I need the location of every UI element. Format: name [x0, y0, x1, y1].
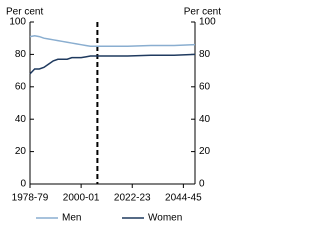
- y-axis-label-right: Per cent: [184, 7, 221, 18]
- x-tick-label: 1978-79: [12, 193, 49, 204]
- y-tick-label: 60: [15, 81, 27, 92]
- legend-label: Women: [148, 213, 182, 224]
- y2-tick-label: 100: [199, 17, 216, 28]
- x-tick-label: 2044-45: [165, 193, 202, 204]
- y2-tick-label: 20: [199, 146, 211, 157]
- x-tick-label: 2000-01: [63, 193, 100, 204]
- y2-tick-label: 40: [199, 114, 211, 125]
- chart: Per cent Per cent 0 20 40 60 80 100 0 20 40 60 80 1…: [6, 7, 221, 224]
- y-axis-label-left: Per cent: [6, 7, 43, 18]
- y2-tick-label: 60: [199, 81, 211, 92]
- y-tick-label: 80: [15, 49, 27, 60]
- y2-tick-label: 80: [199, 49, 211, 60]
- data-line: [29, 35, 196, 48]
- y-tick-label: 20: [15, 146, 27, 157]
- data-line: [29, 53, 196, 75]
- legend-label: Men: [62, 213, 81, 224]
- y-tick-label: 40: [15, 114, 27, 125]
- y-tick-label: 100: [9, 17, 26, 28]
- x-tick-label: 2022-23: [114, 193, 151, 204]
- y-tick-label: 0: [20, 179, 26, 190]
- y2-tick-label: 0: [199, 179, 205, 190]
